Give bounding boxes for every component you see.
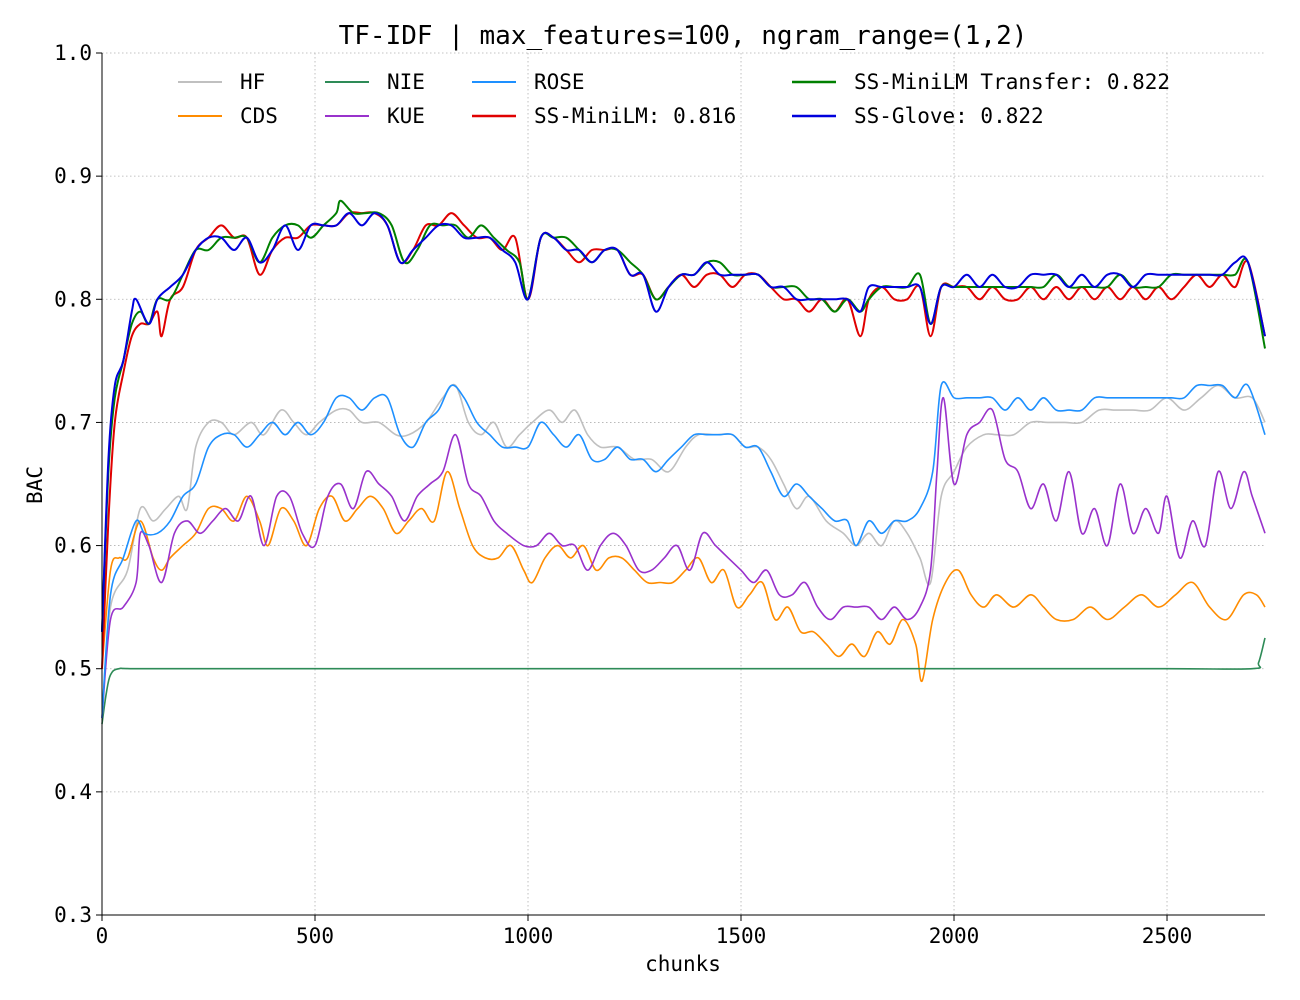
series-line-ss-glove-0-822 [101, 212, 1266, 632]
x-axis-ticks: 0 500 1000 1500 2000 2500 [96, 915, 1193, 948]
grid [101, 52, 1265, 916]
legend-label-rose: ROSE [534, 70, 585, 94]
legend-label-nie: NIE [387, 70, 425, 94]
legend-label-ss-minilm-0-816: SS-MiniLM: 0.816 [534, 104, 736, 128]
x-tick-label: 2000 [929, 924, 980, 948]
chart-title: TF-IDF | max_features=100, ngram_range=(… [339, 21, 1028, 51]
x-tick-label: 500 [296, 924, 334, 948]
series-line-cds [101, 470, 1266, 682]
series-line-kue [101, 396, 1266, 719]
x-tick-label: 0 [96, 924, 109, 948]
x-tick-label: 1000 [503, 924, 554, 948]
y-tick-label: 0.8 [54, 287, 92, 311]
x-tick-label: 2500 [1142, 924, 1193, 948]
legend-label-ss-minilm-transfer-0-822: SS-MiniLM Transfer: 0.822 [854, 70, 1170, 94]
legend-label-ss-glove-0-822: SS-Glove: 0.822 [854, 104, 1044, 128]
series-line-nie [101, 637, 1266, 725]
legend: HF CDS NIE KUE ROSE SS-MiniLM: 0.816 SS-MiniLM… [178, 70, 1170, 128]
legend-label-hf: HF [240, 70, 265, 94]
x-axis-label: chunks [645, 952, 721, 976]
series-lines [101, 199, 1266, 725]
legend-label-kue: KUE [387, 104, 425, 128]
series-line-ss-minilm-0-816 [101, 211, 1266, 669]
y-axis-ticks: 0.3 0.4 0.5 0.6 0.7 0.8 0.9 1.0 [54, 41, 102, 927]
series-line-rose [101, 381, 1266, 719]
legend-label-cds: CDS [240, 104, 278, 128]
y-tick-label: 0.9 [54, 164, 92, 188]
y-tick-label: 0.3 [54, 903, 92, 927]
axes [101, 53, 1265, 916]
y-tick-label: 0.4 [54, 780, 92, 804]
y-tick-label: 0.7 [54, 410, 92, 434]
y-tick-label: 0.5 [54, 657, 92, 681]
x-tick-label: 1500 [716, 924, 767, 948]
y-axis-label: BAC [23, 466, 47, 504]
y-tick-label: 0.6 [54, 534, 92, 558]
series-line-hf [101, 383, 1266, 719]
y-tick-label: 1.0 [54, 41, 92, 65]
